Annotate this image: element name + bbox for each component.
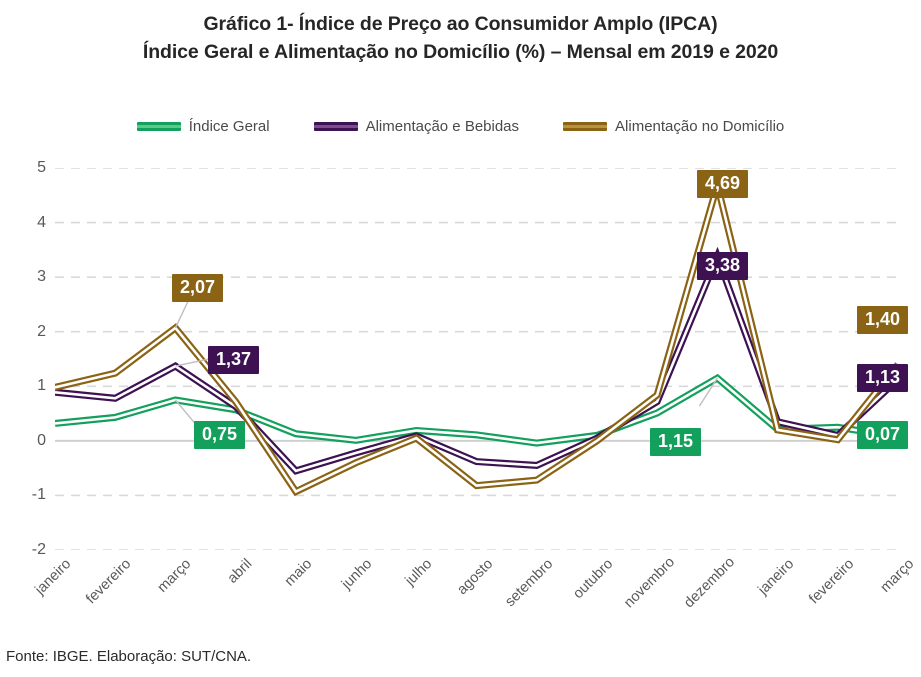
x-axis-tick-label: novembro: [621, 554, 679, 612]
y-axis-tick-label: 1: [37, 377, 46, 395]
x-axis-tick-label: outubro: [570, 556, 617, 603]
x-axis-tick-label: setembro: [501, 556, 557, 611]
x-axis-tick-label: fevereiro: [805, 556, 858, 608]
source-note: Fonte: IBGE. Elaboração: SUT/CNA.: [6, 648, 252, 665]
x-axis-tick-label: agosto: [453, 556, 496, 599]
y-axis-tick-label: 5: [37, 159, 46, 176]
legend-item-3[interactable]: Alimentação no Domicílio: [563, 118, 784, 135]
data-point-label: 0,07: [857, 421, 909, 449]
plot-area: [55, 168, 898, 550]
data-point-label: 3,38: [697, 252, 749, 280]
legend-item-1[interactable]: Índice Geral: [136, 118, 270, 135]
chart-legend: Índice Geral Alimentação e Bebidas Aliment…: [0, 118, 921, 135]
data-point-label: 1,13: [857, 364, 909, 392]
x-axis-tick-label: julho: [402, 556, 436, 589]
chart-title-line-2: Índice Geral e Alimentação no Domicílio …: [142, 41, 779, 63]
series-line-inner-2: [55, 252, 898, 473]
label-leader-line: [175, 357, 214, 367]
y-axis-tick-label: 2: [37, 322, 46, 340]
x-axis-tick-label: março: [877, 556, 918, 596]
y-axis-labels: -2 -1 0 1 2 3 4 5: [0, 159, 46, 558]
legend-label: Alimentação e Bebidas: [365, 118, 520, 135]
legend-swatch-icon: [563, 122, 608, 131]
y-axis-tick-label: -1: [31, 486, 46, 504]
data-point-label: 1,15: [650, 428, 702, 456]
legend-label: Índice Geral: [188, 118, 270, 135]
x-axis-tick-label: março: [154, 556, 195, 596]
chart-title-line-1: Gráfico 1- Índice de Preço ao Consumidor…: [203, 13, 718, 35]
legend-label: Alimentação no Domicílio: [615, 118, 785, 135]
label-leader-line: [698, 377, 718, 407]
data-point-label: 0,75: [194, 421, 246, 449]
y-axis-tick-label: -2: [31, 541, 46, 558]
x-axis-labels: janeiro fevereiro março abril maio junho julho…: [32, 554, 917, 642]
x-axis-tick-label: abril: [224, 556, 255, 587]
data-point-label: 4,69: [697, 170, 749, 198]
line-chart-svg: [55, 168, 898, 550]
x-axis-tick-label: maio: [281, 556, 316, 590]
y-axis-tick-label: 4: [37, 213, 46, 231]
y-axis-tick-label: 0: [37, 431, 46, 449]
data-point-label: 2,07: [172, 274, 224, 302]
x-axis-tick-label: janeiro: [32, 556, 75, 599]
data-point-label: 1,40: [857, 306, 909, 334]
series-line-inner-1: [55, 376, 898, 445]
y-axis-tick-label: 3: [37, 268, 46, 286]
series-line-inner-3: [55, 179, 898, 494]
legend-swatch-icon: [313, 122, 358, 131]
legend-swatch-icon: [136, 122, 181, 131]
data-point-label: 1,37: [208, 346, 260, 374]
x-axis-tick-label: fevereiro: [83, 556, 135, 608]
x-axis-tick-label: dezembro: [681, 554, 739, 612]
legend-item-2[interactable]: Alimentação e Bebidas: [313, 118, 520, 135]
series-line-outer-3: [55, 171, 898, 497]
x-axis-tick-label: janeiro: [754, 556, 797, 599]
chart-title: Gráfico 1- Índice de Preço ao Consumidor…: [0, 10, 921, 66]
x-axis-tick-label: junho: [338, 556, 376, 593]
